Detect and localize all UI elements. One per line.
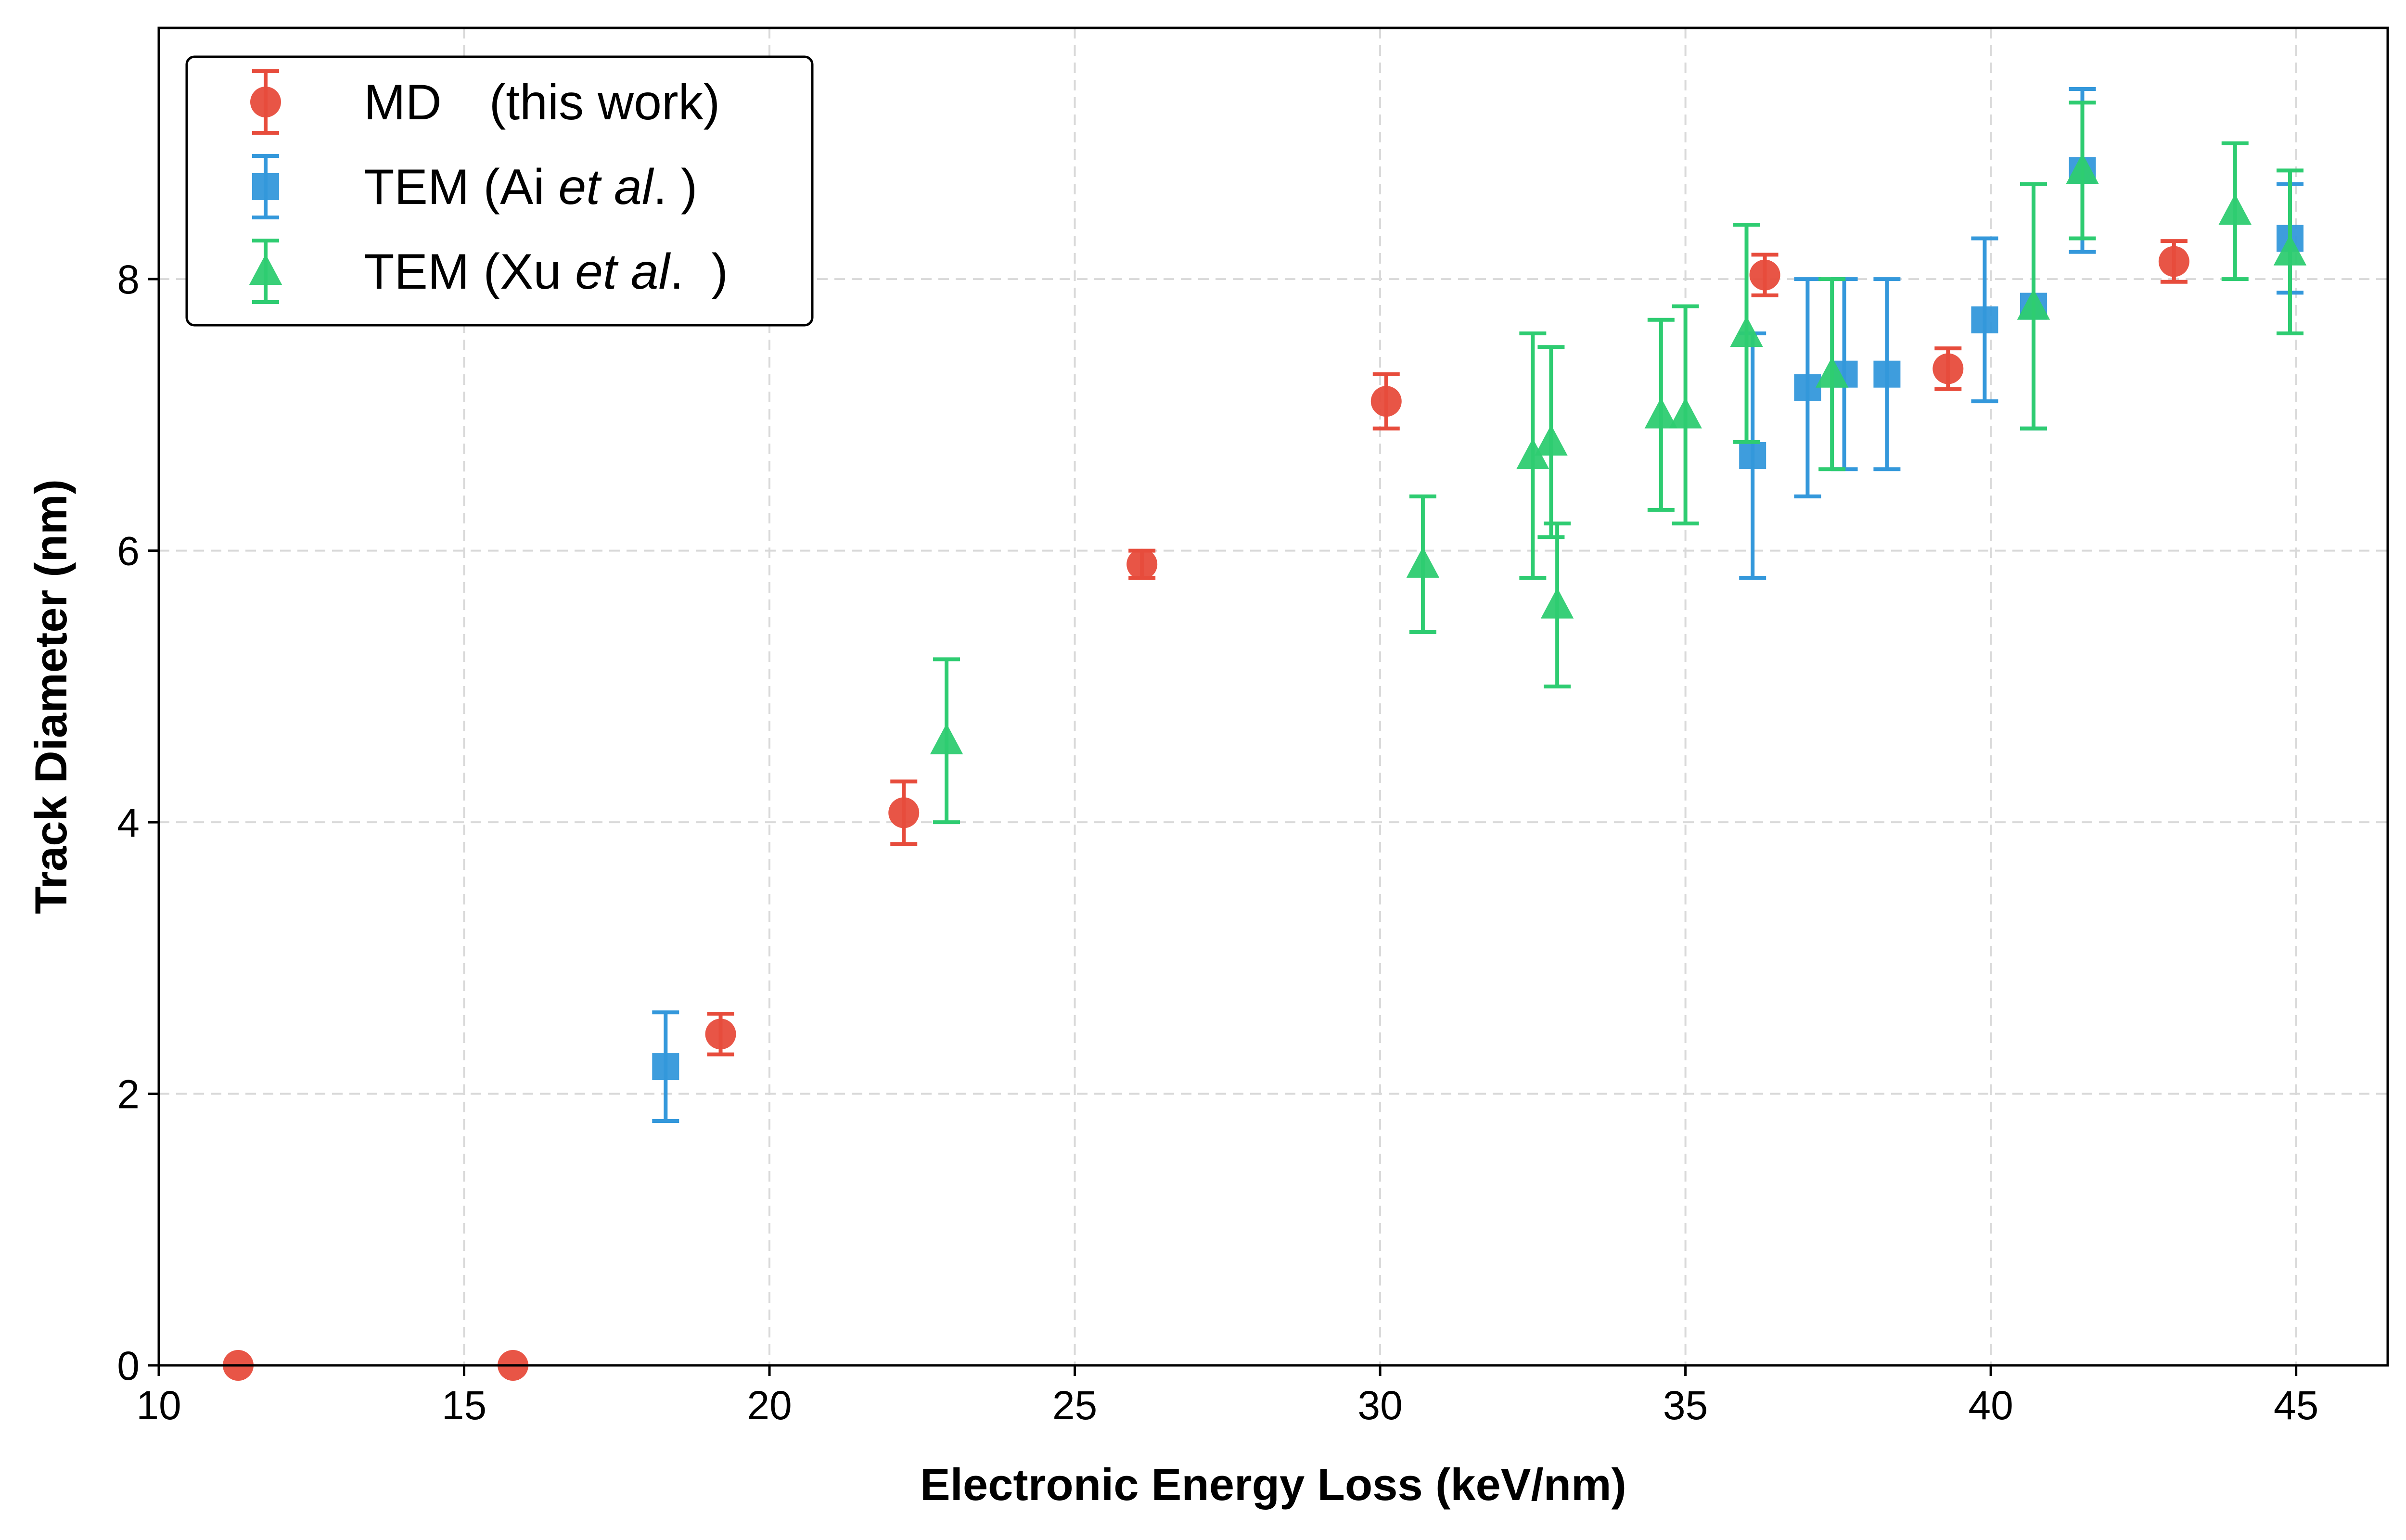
legend-label-tem-ai: TEM (Ai et al. ): [364, 159, 697, 215]
legend-ai-italic: et al: [558, 159, 654, 215]
point-tem-xu-3: [1535, 424, 1568, 456]
x-tick-label-25: 25: [1052, 1383, 1097, 1428]
x-tick-label-20: 20: [747, 1383, 792, 1428]
point-tem-xu-1: [1406, 547, 1440, 578]
point-md-7: [1932, 353, 1964, 384]
legend-frame: [185, 55, 814, 327]
point-tem-ai-1: [1739, 442, 1766, 470]
point-md-3: [888, 797, 920, 828]
legend-xu-italic: et al: [575, 244, 671, 300]
x-tick-label-30: 30: [1357, 1383, 1402, 1428]
point-tem-ai-0: [652, 1053, 679, 1081]
legend-label-tem-xu: TEM (Xu et al. ): [364, 244, 728, 300]
legend-markers: [249, 69, 282, 304]
point-tem-xu-9: [2017, 289, 2050, 320]
x-tick-label-15: 15: [442, 1383, 486, 1428]
y-tick-label-8: 8: [117, 257, 140, 302]
legend-marker-tem-xu: [249, 254, 282, 285]
point-tem-xu-5: [1644, 397, 1678, 429]
axis-ticks: 10 15 20 25 30 35 40 45 0 2 4 6 8: [117, 257, 2318, 1428]
point-md-8: [2158, 246, 2189, 277]
point-tem-ai-2: [1794, 374, 1821, 401]
point-md-5: [1370, 386, 1402, 417]
y-tick-label-0: 0: [117, 1343, 140, 1388]
point-tem-ai-4: [1873, 360, 1901, 388]
point-tem-xu-0: [930, 723, 963, 754]
legend-label-md: MD (this work): [364, 75, 720, 130]
y-tick-label-2: 2: [117, 1072, 140, 1117]
point-tem-xu-7: [1730, 316, 1763, 347]
x-tick-label-35: 35: [1663, 1383, 1708, 1428]
grid-lines: [159, 28, 2388, 1365]
point-tem-xu-10: [2066, 153, 2099, 184]
legend-ai-tail: . ): [653, 159, 697, 215]
legend-xu-tail: . ): [670, 244, 728, 300]
point-tem-xu-11: [2218, 194, 2252, 225]
legend-marker-md: [250, 87, 281, 117]
point-tem-xu-6: [1669, 397, 1702, 429]
y-tick-label-4: 4: [117, 800, 140, 845]
point-md-6: [1749, 259, 1780, 291]
series-tem-xu: [930, 101, 2307, 825]
legend-xu-main: TEM (Xu: [364, 244, 575, 300]
point-tem-xu-12: [2273, 234, 2307, 266]
point-tem-ai-5: [1971, 306, 1998, 333]
legend-ai-main: TEM (Ai: [364, 159, 558, 215]
point-md-4: [1126, 548, 1158, 580]
x-tick-label-45: 45: [2274, 1383, 2318, 1428]
x-axis-label: Electronic Energy Loss (keV/nm): [920, 1459, 1626, 1510]
point-tem-xu-8: [1815, 356, 1849, 388]
plot-frame: [157, 26, 2389, 1367]
point-tem-xu-2: [1516, 438, 1549, 470]
x-tick-label-10: 10: [136, 1383, 181, 1428]
point-tem-xu-4: [1540, 587, 1574, 619]
legend-md-main: MD: [364, 75, 442, 130]
point-md-2: [705, 1018, 736, 1050]
y-tick-label-6: 6: [117, 529, 140, 574]
y-axis-label: Track Diameter (nm): [26, 479, 76, 914]
x-tick-label-40: 40: [1968, 1383, 2013, 1428]
legend-md-paren: (this work): [489, 75, 720, 130]
legend: MD (this work) TEM (Ai et al. ) TEM (Xu …: [185, 55, 814, 327]
legend-marker-tem-ai: [252, 173, 279, 200]
